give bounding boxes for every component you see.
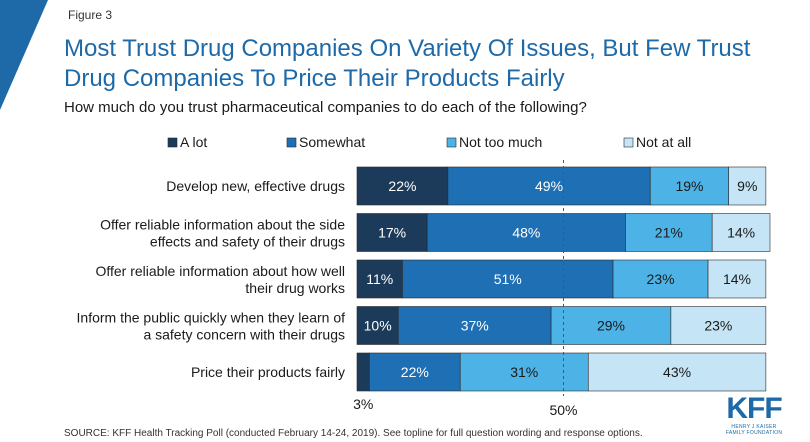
- figure-label: Figure 3: [68, 8, 113, 22]
- data-label: 37%: [461, 318, 489, 334]
- data-label: 23%: [704, 318, 732, 334]
- bar-segment: [356, 306, 399, 345]
- category-label: their drug works: [245, 280, 345, 296]
- data-label: 43%: [663, 364, 691, 380]
- bar-segment: [625, 213, 713, 252]
- data-label: 9%: [737, 178, 757, 194]
- legend-swatch-2: [446, 137, 457, 148]
- bar-segment: [711, 213, 771, 252]
- data-label: 22%: [401, 364, 429, 380]
- data-label: 11%: [366, 271, 393, 287]
- logo-line-2: FAMILY FOUNDATION: [725, 430, 783, 436]
- bar-segment: [402, 259, 614, 299]
- logo-line-1: HENRY J KAISER: [731, 424, 777, 430]
- data-label: 22%: [388, 178, 416, 194]
- data-label: 17%: [378, 225, 406, 241]
- category-label: effects and safety of their drugs: [150, 234, 345, 250]
- bar-segment: [612, 259, 709, 299]
- title-line-1: Most Trust Drug Companies On Variety Of …: [64, 35, 751, 62]
- title-line-2: Drug Companies To Price Their Products F…: [64, 65, 565, 92]
- corner-accent: [0, 0, 48, 110]
- bar-segment: [707, 259, 767, 299]
- legend-label-2: Not too much: [459, 134, 542, 150]
- category-label: Develop new, effective drugs: [166, 178, 345, 194]
- source-note: SOURCE: KFF Health Tracking Poll (conduc…: [64, 428, 643, 439]
- chart-title: Most Trust Drug Companies On Variety Of …: [64, 34, 804, 94]
- logo-mark: KFF: [726, 392, 782, 425]
- data-label: 51%: [494, 271, 522, 287]
- bar-segment: [356, 166, 449, 206]
- data-label: 31%: [510, 364, 538, 380]
- bar-segment: [356, 259, 403, 299]
- data-label: 21%: [655, 225, 683, 241]
- bar-segment: [426, 213, 626, 252]
- data-label: 49%: [535, 178, 563, 194]
- bar-segment: [587, 352, 767, 392]
- legend-swatch-3: [623, 137, 634, 148]
- category-label: a safety concern with their drugs: [143, 327, 345, 343]
- bar-segment: [728, 166, 767, 206]
- legend-swatch-1: [286, 137, 297, 148]
- kff-logo: KFF HENRY J KAISER FAMILY FOUNDATION: [716, 392, 792, 437]
- bar-segment: [356, 213, 428, 252]
- bar-segment: [356, 352, 370, 392]
- bar-segment: [459, 352, 589, 392]
- data-label: 3%: [353, 396, 373, 412]
- data-label: 23%: [647, 271, 675, 287]
- data-label: 10%: [364, 318, 392, 334]
- chart-subtitle: How much do you trust pharmaceutical com…: [64, 99, 587, 116]
- category-label: Offer reliable information about how wel…: [95, 263, 345, 279]
- category-label: Inform the public quickly when they lear…: [77, 310, 346, 326]
- bar-segment: [397, 306, 552, 345]
- data-label: 14%: [723, 271, 751, 287]
- category-label: Price their products fairly: [191, 364, 345, 380]
- legend-label-0: A lot: [180, 134, 207, 150]
- reference-label: 50%: [549, 402, 577, 418]
- data-label: 19%: [675, 178, 703, 194]
- legend-swatch-0: [167, 137, 178, 148]
- bar-segment: [447, 166, 651, 206]
- category-label: Offer reliable information about the sid…: [100, 217, 345, 233]
- bar-segment: [550, 306, 672, 345]
- bar-segment: [670, 306, 767, 345]
- legend-label-1: Somewhat: [299, 134, 365, 150]
- legend-label-3: Not at all: [636, 134, 691, 150]
- data-label: 48%: [512, 225, 540, 241]
- data-label: 29%: [597, 318, 625, 334]
- data-label: 14%: [727, 225, 755, 241]
